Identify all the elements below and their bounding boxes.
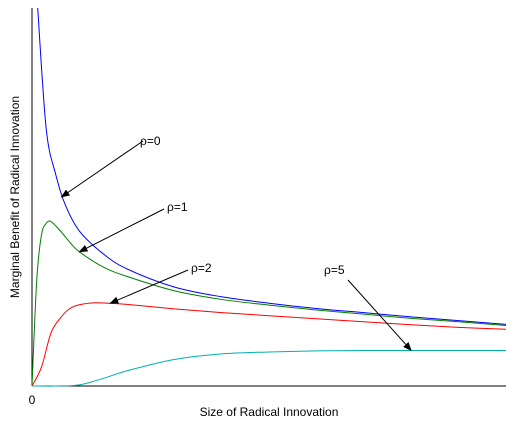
annotation-label-3: ρ=2: [191, 261, 212, 275]
annotation-label-2: ρ=1: [167, 200, 188, 214]
y-axis-title: Marginal Benefit of Radical Innovation: [8, 96, 22, 298]
series-line-2: [31, 220, 506, 387]
series-layer: [31, 7, 506, 387]
annotation-arrow-2: [78, 208, 165, 253]
annotation-layer: ρ=0 ρ=1 ρ=2 ρ=5: [60, 134, 412, 352]
annotation-label-1: ρ=0: [140, 134, 161, 148]
annotation-arrow-4: [347, 279, 412, 352]
series-line-1: [37, 7, 506, 325]
annotation-arrow-3: [109, 269, 189, 304]
series-line-3: [31, 302, 506, 387]
axes: [31, 8, 506, 387]
x-tick-label: 0: [29, 393, 36, 407]
x-axis-title: Size of Radical Innovation: [200, 405, 339, 419]
series-line-4: [31, 349, 506, 387]
annotation-arrow-1: [60, 140, 144, 198]
annotation-label-4: ρ=5: [324, 263, 345, 277]
